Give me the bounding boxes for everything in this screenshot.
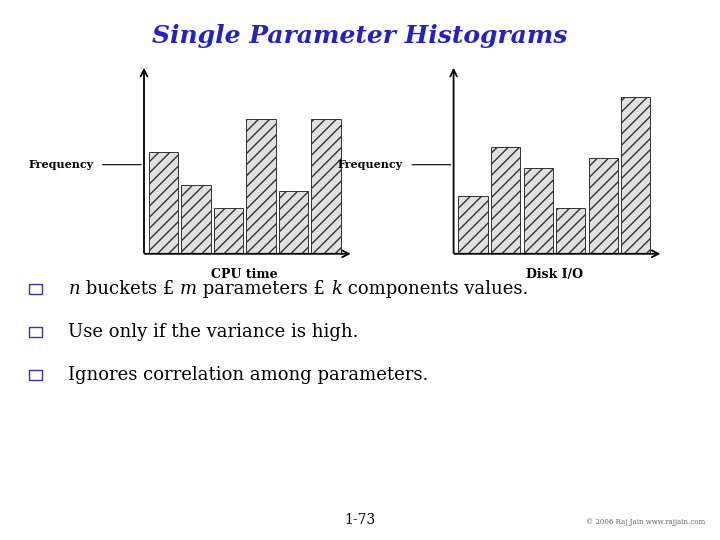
Text: Single Parameter Histograms: Single Parameter Histograms	[152, 24, 568, 48]
Text: k: k	[331, 280, 342, 298]
Bar	[214, 207, 243, 254]
Bar	[523, 168, 553, 254]
Text: parameters £: parameters £	[197, 280, 331, 298]
Bar	[279, 191, 308, 254]
Bar	[491, 146, 521, 254]
Text: Frequency: Frequency	[28, 159, 94, 170]
Text: 1-73: 1-73	[344, 512, 376, 526]
Text: Use only if the variance is high.: Use only if the variance is high.	[68, 323, 359, 341]
Bar	[556, 207, 585, 254]
Text: components values.: components values.	[342, 280, 528, 298]
Text: Disk I/O: Disk I/O	[526, 268, 583, 281]
Text: n: n	[68, 280, 80, 298]
Bar	[588, 158, 618, 254]
Bar	[312, 118, 341, 254]
Text: © 2006 Raj Jain www.rajjain.com: © 2006 Raj Jain www.rajjain.com	[586, 518, 706, 526]
Text: CPU time: CPU time	[212, 268, 278, 281]
Bar	[459, 196, 487, 254]
Bar	[621, 97, 650, 254]
Text: Ignores correlation among parameters.: Ignores correlation among parameters.	[68, 366, 429, 384]
Bar	[181, 185, 211, 254]
Text: m: m	[180, 280, 197, 298]
Bar	[149, 152, 178, 254]
Text: Frequency: Frequency	[338, 159, 403, 170]
Text: buckets £: buckets £	[80, 280, 180, 298]
Bar	[246, 118, 276, 254]
